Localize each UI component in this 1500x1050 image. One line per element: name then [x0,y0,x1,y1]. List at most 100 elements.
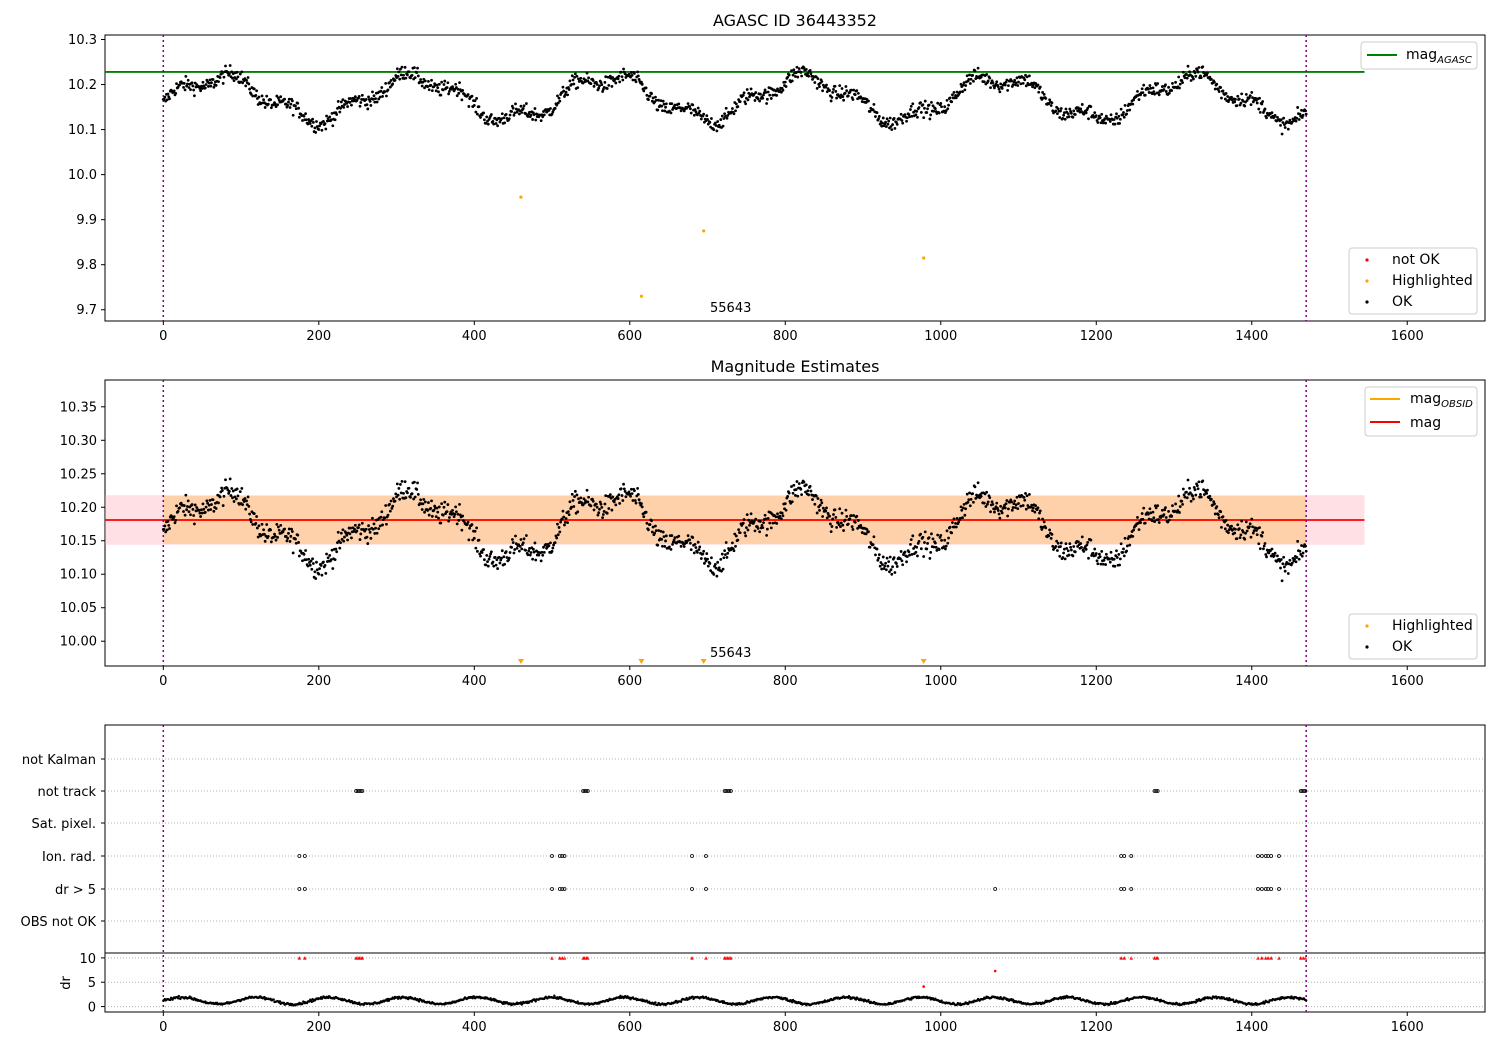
x-tick-label: 1600 [1391,1020,1424,1035]
ok-point [881,121,884,125]
ok-point [688,538,692,542]
ok-point [835,525,838,529]
ok-point [330,548,334,552]
ok-point [397,70,401,74]
ok-point [923,106,926,110]
ok-point [726,551,730,555]
ok-point [507,556,511,560]
ok-point [673,103,677,107]
ok-point [283,97,286,101]
ok-point [905,116,909,120]
flag-row-label: Sat. pixel. [32,817,96,832]
ok-point [629,71,633,74]
ok-point [235,70,239,74]
flag-gridlines [101,758,1485,922]
ok-point [892,117,896,120]
ok-point [955,90,959,94]
ok-point [353,95,357,99]
ok-point [1264,553,1268,556]
ok-point [313,570,317,574]
ok-point [371,516,374,520]
ok-point [446,503,450,506]
ok-point [1260,534,1264,538]
ok-point [831,90,835,94]
ok-point [832,88,835,91]
ok-point [528,547,531,550]
ok-point [982,80,986,84]
ok-point [1096,562,1100,566]
ok-point [795,65,799,69]
ok-point [997,512,1001,516]
ok-point [307,557,311,561]
ok-point [720,552,724,556]
ok-point [914,550,918,554]
ok-point [369,536,373,540]
ok-point [1014,503,1018,507]
ok-point [323,563,327,567]
ok-point [550,549,554,553]
ok-point [427,513,431,517]
ok-point [932,109,936,113]
ok-point [1188,486,1191,490]
ok-point [534,558,538,562]
dr-point [910,998,913,1001]
ok-point [693,543,697,546]
ok-point [1183,76,1187,80]
ok-point [508,113,512,117]
ok-point [1191,494,1195,498]
ok-point [1248,522,1252,526]
ok-point [443,79,447,83]
ok-point [201,80,205,84]
ok-point [1086,106,1090,110]
ok-point [699,557,703,560]
ok-point [348,532,352,536]
ok-point [794,71,798,75]
ok-point [166,519,170,523]
ok-point [393,78,397,82]
ok-point [234,497,238,501]
ok-point [547,544,551,548]
ok-point [825,83,828,87]
ok-point [482,548,486,551]
panel2-legend-lower: Highlighted OK [1348,613,1478,660]
ok-point [642,89,646,93]
ok-point [1152,516,1156,520]
ok-point [808,69,812,72]
ok-point [511,541,515,544]
dr-point [272,998,275,1001]
ok-point [591,79,595,82]
ok-point [849,88,853,92]
ok-point [1122,111,1125,114]
ok-point [623,489,627,493]
ok-point [876,558,880,562]
ok-point [965,492,969,496]
ok-point [591,499,595,503]
ok-point [1131,534,1135,538]
ok-point [1151,510,1155,514]
ok-point [737,528,741,532]
ok-point [335,550,339,554]
ok-point [1251,96,1254,100]
ok-point [1079,107,1083,111]
ok-point [265,94,269,98]
ok-point [427,501,430,504]
ok-point [288,540,292,543]
ok-point [336,99,340,103]
ok-point [957,520,961,524]
dr-red-point [922,985,925,988]
ok-point [168,527,171,530]
ok-point [867,99,870,103]
ok-point [255,515,259,518]
ok-point [395,67,399,71]
ok-point [836,520,840,524]
ok-point [524,534,528,537]
ok-point [204,505,208,509]
ok-point [1062,547,1066,551]
ok-point [364,97,368,101]
ok-point [254,521,258,525]
ok-point [781,88,785,92]
ok-point [1122,115,1126,119]
ok-point [939,102,943,105]
ok-point [529,551,533,554]
ok-point [715,574,719,578]
